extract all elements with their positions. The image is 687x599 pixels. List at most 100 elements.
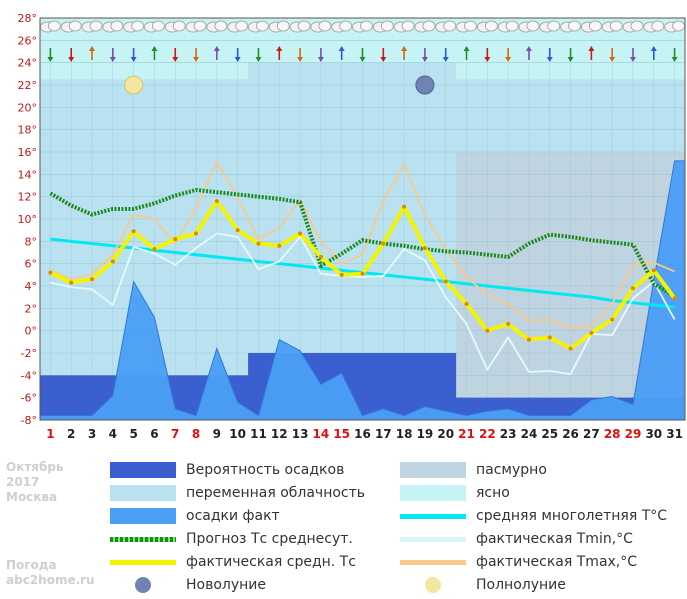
cloud-icon [588, 20, 602, 32]
legend-swatch [110, 462, 176, 478]
mean-temp-point [568, 346, 573, 351]
x-tick-label: 11 [250, 427, 267, 441]
y-tick-label: 24° [18, 57, 38, 70]
wind-arrow-head-icon [338, 46, 345, 51]
wind-arrow-head-icon [255, 57, 262, 62]
x-tick-label: 17 [375, 427, 392, 441]
x-tick-label: 21 [458, 427, 475, 441]
legend-line-swatch [110, 537, 176, 542]
legend-label: Полнолуние [476, 577, 566, 593]
cloud-icon [235, 20, 249, 32]
city-label: Москва [6, 490, 58, 504]
cloud-icon [110, 20, 124, 32]
mean-temp-point [339, 272, 344, 277]
mean-temp-point [256, 241, 261, 246]
mean-temp-point [110, 259, 115, 264]
cloud-icon [276, 20, 290, 32]
wind-arrow-head-icon [588, 46, 595, 51]
y-tick-label: -6° [21, 392, 37, 405]
y-tick-label: 8° [25, 235, 38, 248]
legend-label: Вероятность осадков [186, 462, 345, 478]
x-tick-label: 15 [333, 427, 350, 441]
x-tick-label: 28 [604, 427, 621, 441]
y-tick-label: 0° [25, 325, 38, 338]
cloud-icon [651, 20, 665, 32]
wind-arrow-head-icon [151, 46, 158, 51]
site-label-1: Погода [6, 558, 57, 572]
cloud-icon [401, 20, 415, 32]
weather-icon-row [40, 20, 685, 62]
plot-frame [39, 17, 686, 421]
legend-line-swatch [400, 560, 466, 565]
legend-label: пасмурно [476, 462, 547, 478]
mean-temp-point [589, 330, 594, 335]
x-tick-label: 24 [521, 427, 538, 441]
y-tick-label: 12° [18, 191, 38, 204]
wind-arrow-head-icon [380, 57, 387, 62]
mean-temp-point [69, 280, 74, 285]
y-tick-label: 10° [18, 213, 38, 226]
moon-markers [124, 75, 435, 95]
cloud-icon [568, 20, 581, 32]
x-tick-label: 10 [229, 427, 246, 441]
cloud-icon [464, 20, 477, 32]
x-tick-label: 4 [109, 427, 117, 441]
cloud-icon [380, 20, 394, 32]
wind-arrow-head-icon [484, 57, 491, 62]
wind-arrow-head-icon [567, 57, 574, 62]
y-tick-label: -8° [21, 414, 37, 427]
mean-temp-point [506, 321, 511, 326]
mean-temp-point [485, 328, 490, 333]
x-tick-label: 2 [67, 427, 75, 441]
mean-temp-point [214, 199, 219, 204]
x-tick-label: 18 [396, 427, 413, 441]
x-tick-label: 13 [292, 427, 309, 441]
cloud-icon [526, 20, 540, 32]
wind-arrow-head-icon [234, 57, 241, 62]
x-tick-label: 14 [313, 427, 330, 441]
legend-swatch [110, 485, 176, 501]
x-tick-label: 20 [437, 427, 454, 441]
y-tick-label: 22° [18, 79, 38, 92]
cloud-icon [152, 20, 165, 32]
legend-label: фактическая средн. Тс [186, 554, 356, 570]
wind-arrow-head-icon [68, 57, 75, 62]
x-tick-label: 6 [150, 427, 158, 441]
full-moon-icon [425, 577, 441, 593]
cloud-icon [609, 20, 623, 32]
cloud-icon [318, 20, 332, 32]
chart-legend: Вероятность осадков пасмурно переменная об… [0, 452, 687, 599]
y-tick-label: 18° [18, 124, 38, 137]
x-tick-label: 27 [583, 427, 600, 441]
full-moon-marker [124, 75, 144, 95]
legend-label: ясно [476, 485, 510, 501]
wind-arrow-head-icon [401, 46, 408, 51]
mean-temp-point [90, 277, 95, 282]
y-tick-label: -4° [21, 369, 37, 382]
series-line [49, 187, 676, 298]
cloud-icon [484, 20, 498, 32]
x-tick-label: 19 [417, 427, 434, 441]
x-tick-label: 7 [171, 427, 179, 441]
wind-arrow-head-icon [609, 57, 616, 62]
wind-arrow-head-icon [359, 57, 366, 62]
wind-arrow-head-icon [671, 57, 678, 62]
series-line [50, 232, 676, 376]
precip-fact-area [39, 160, 686, 421]
y-tick-label: 20° [18, 101, 38, 114]
mean-temp-point [173, 237, 178, 242]
new-moon-marker [415, 75, 435, 95]
year-label: 2017 [6, 475, 40, 489]
y-tick-label: 16° [18, 146, 38, 159]
wind-arrow-head-icon [89, 46, 96, 51]
legend-swatch [400, 462, 466, 478]
legend-line-swatch [400, 514, 466, 519]
y-tick-label: 6° [25, 258, 38, 271]
wind-arrow-head-icon [525, 46, 532, 51]
mean-temp-point [235, 228, 240, 233]
cloud-icon [630, 20, 644, 32]
x-tick-label: 12 [271, 427, 288, 441]
wind-arrow-head-icon [276, 46, 283, 51]
legend-label: Новолуние [186, 577, 267, 593]
x-tick-label: 23 [500, 427, 517, 441]
